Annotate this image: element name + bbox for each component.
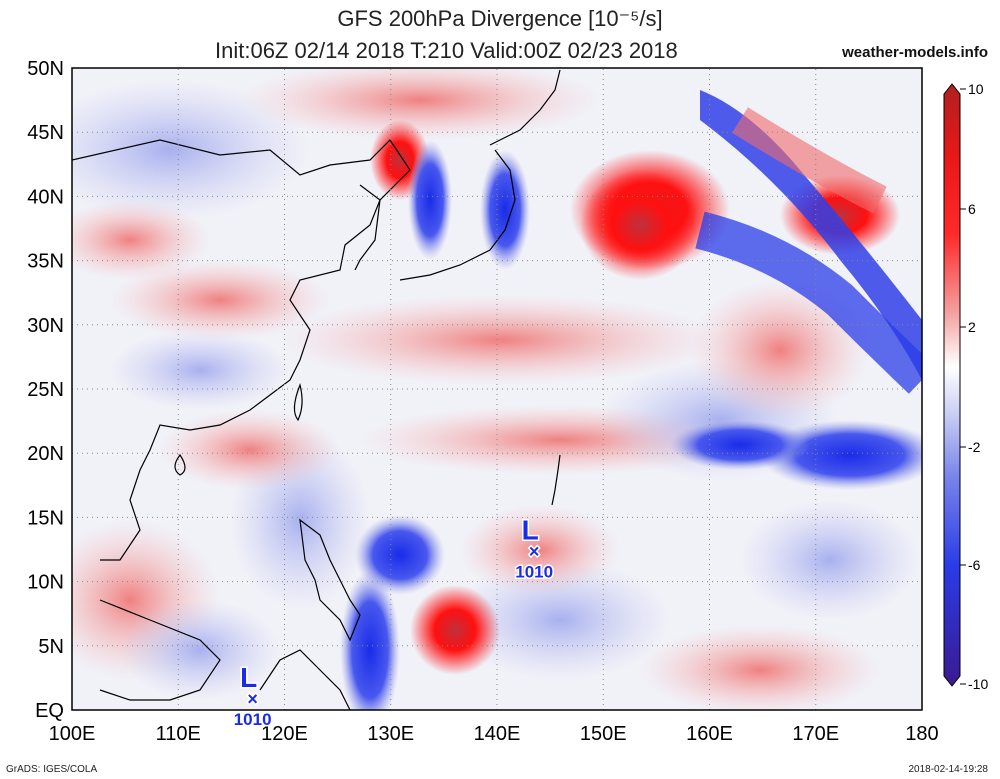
lon-tick-label: 160E	[686, 723, 733, 745]
longitude-labels: 100E 110E 120E 130E 140E 150E 160E 170E 180	[49, 723, 939, 745]
lon-tick-label: 100E	[49, 723, 96, 745]
lat-tick-label: 25N	[27, 379, 64, 401]
lat-tick-label: EQ	[35, 700, 64, 722]
colorbar-tick-label: -10	[968, 676, 988, 692]
colorbar-tick-label: -6	[968, 557, 981, 573]
footer-software: GrADS: IGES/COLA	[6, 764, 98, 775]
lon-tick-label: 180	[905, 723, 938, 745]
chart-title: GFS 200hPa Divergence [10⁻⁵/s]	[337, 6, 663, 31]
footer-timestamp: 2018-02-14-19:28	[908, 764, 988, 775]
low-pressure-value: 1010	[515, 563, 553, 582]
lat-tick-label: 15N	[27, 507, 64, 529]
latitude-labels: EQ 5N 10N 15N 20N 25N 30N 35N 40N 45N 50N	[27, 58, 64, 722]
colorbar-tick-label: 10	[968, 81, 984, 97]
lon-tick-label: 140E	[474, 723, 521, 745]
colorbar-tick-label: 6	[968, 201, 976, 217]
low-symbol: L	[522, 515, 539, 546]
colorbar-tick-label: 2	[968, 319, 976, 335]
lat-lon-grid	[72, 68, 922, 710]
lat-tick-label: 10N	[27, 572, 64, 594]
lat-tick-label: 45N	[27, 122, 64, 144]
site-watermark: weather-models.info	[842, 44, 988, 61]
lat-tick-label: 20N	[27, 443, 64, 465]
colorbar: 10 6 2 -2 -6 -10	[943, 81, 988, 692]
plot-frame	[71, 67, 923, 711]
low-pressure-value: 1010	[234, 710, 272, 729]
lon-tick-label: 110E	[156, 723, 201, 745]
lat-tick-label: 40N	[27, 186, 64, 208]
low-center-mark: ×	[529, 542, 540, 562]
low-symbol: L	[240, 662, 257, 693]
lat-tick-label: 50N	[27, 58, 64, 80]
lon-tick-label: 150E	[580, 723, 627, 745]
colorbar-ticks: 10 6 2 -2 -6 -10	[960, 81, 988, 692]
colorbar-tick-label: -2	[968, 439, 981, 455]
coastlines	[72, 69, 561, 710]
lat-tick-label: 30N	[27, 315, 64, 337]
chart-subtitle: Init:06Z 02/14 2018 T:210 Valid:00Z 02/2…	[215, 38, 678, 63]
field-layer	[72, 68, 922, 710]
lat-tick-label: 5N	[38, 636, 64, 658]
lat-tick-label: 35N	[27, 251, 64, 273]
lon-tick-label: 170E	[792, 723, 839, 745]
low-center-mark: ×	[247, 689, 258, 709]
lon-tick-label: 120E	[261, 723, 308, 745]
lon-tick-label: 130E	[367, 723, 414, 745]
